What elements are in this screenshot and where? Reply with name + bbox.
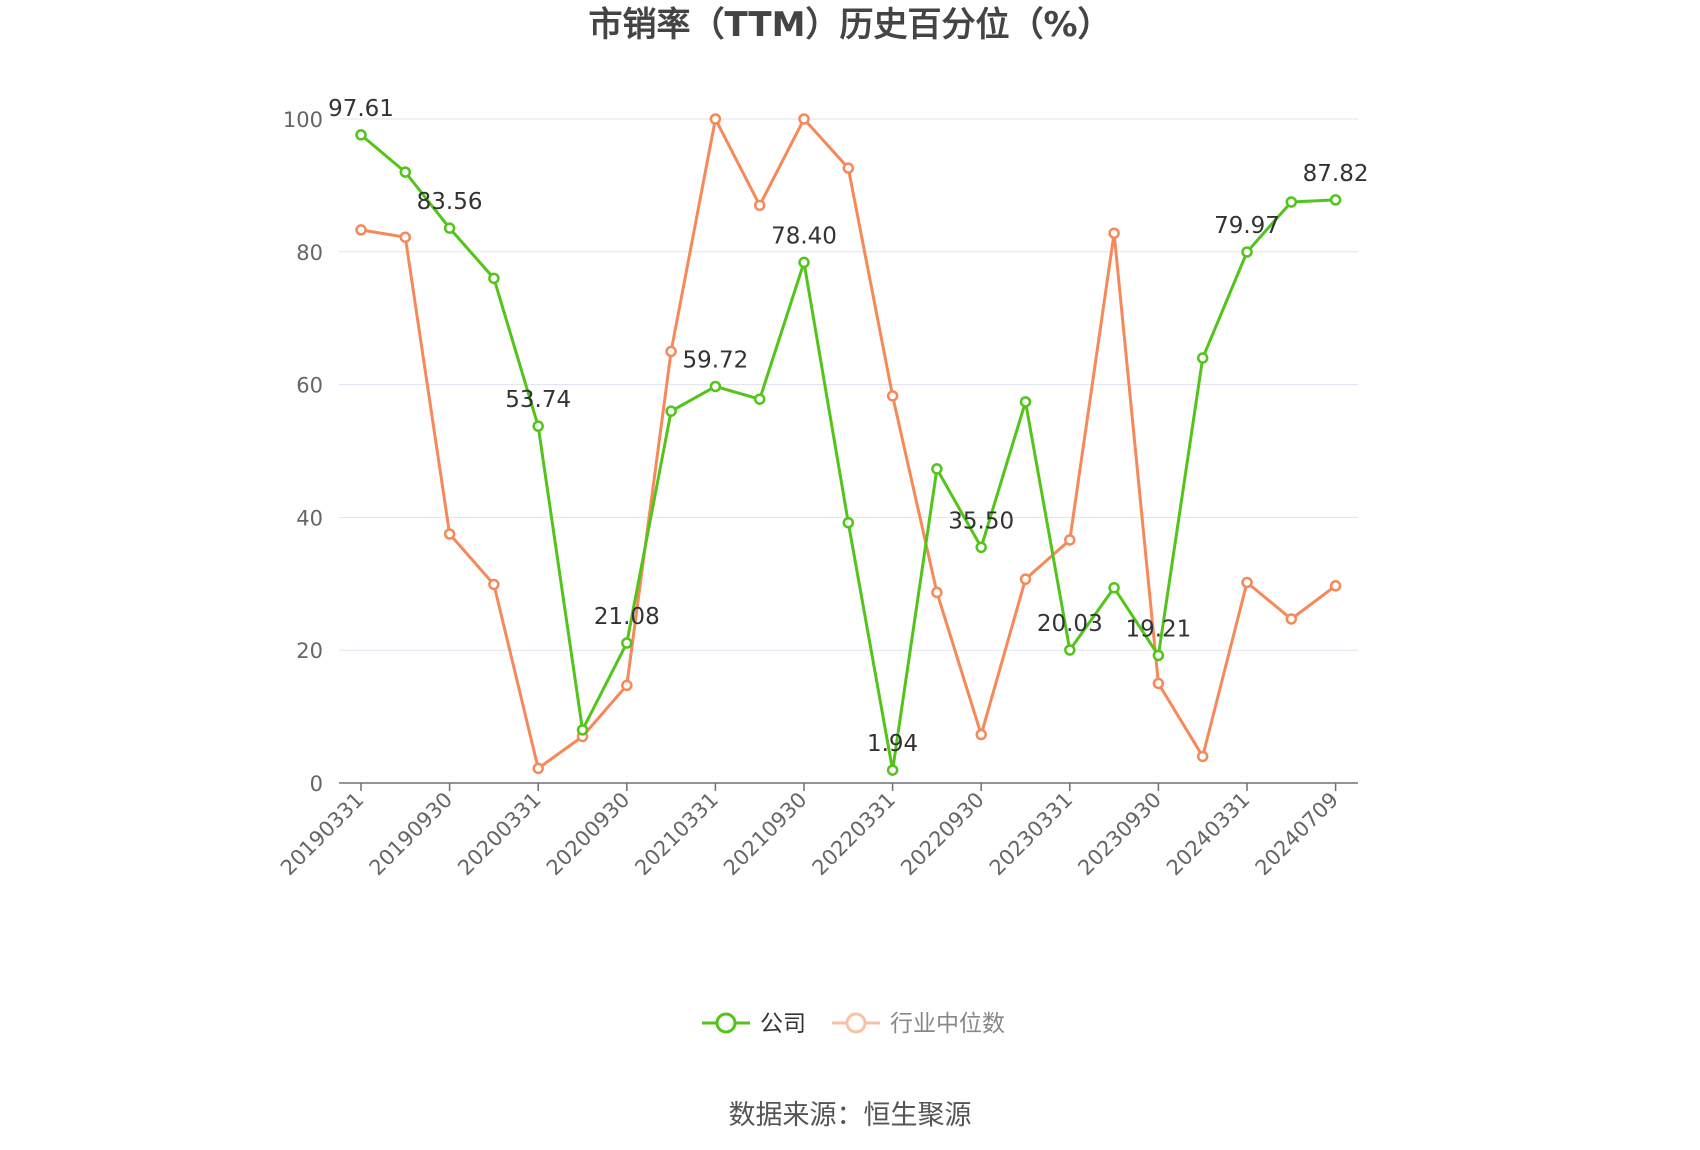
data-point-company: [1329, 194, 1342, 206]
data-label: 79.97: [1214, 213, 1280, 239]
data-point-company: [753, 393, 766, 405]
data-point-company: [709, 380, 722, 393]
data-point-company: [1241, 246, 1253, 258]
data-label: 97.61: [328, 96, 394, 122]
data-point-industry: [1241, 576, 1253, 589]
y-tick-label: 60: [296, 374, 323, 398]
data-point-company: [532, 420, 544, 432]
data-label: 20.03: [1037, 611, 1103, 637]
data-label: 83.56: [417, 189, 483, 215]
grid: [339, 118, 1358, 651]
x-tick-label: 20210930: [719, 788, 812, 881]
data-labels: 97.61 83.56 53.74 21.08 59.72 78.40 1.94 35.50 2…: [328, 96, 1368, 757]
x-tick-label: 20230331: [985, 788, 1078, 881]
data-point-industry: [842, 162, 855, 174]
legend-marker: [715, 1012, 737, 1034]
data-point-company: [1019, 396, 1032, 408]
data-point-industry: [709, 113, 722, 125]
y-tick-label: 80: [296, 241, 323, 265]
series-line-company: [359, 133, 1338, 772]
series: [355, 113, 1342, 776]
x-tick-label: 20240331: [1162, 788, 1255, 881]
data-label: 53.74: [505, 387, 571, 413]
x-tick-label: 20220930: [896, 788, 989, 881]
data-point-company: [621, 637, 633, 649]
data-label: 1.94: [867, 731, 918, 757]
data-point-company: [931, 463, 943, 475]
data-point-industry: [665, 345, 677, 358]
y-tick-label: 0: [310, 772, 323, 796]
data-point-industry: [1196, 750, 1209, 763]
data-point-industry: [1329, 580, 1342, 592]
x-tick-label: 20210331: [630, 788, 723, 881]
data-point-industry: [1152, 677, 1165, 690]
y-tick-label: 100: [283, 108, 323, 132]
data-point-industry: [1019, 573, 1032, 585]
data-point-company: [975, 541, 987, 554]
data-label: 35.50: [948, 508, 1014, 534]
data-point-company: [1064, 644, 1076, 656]
data-label: 59.72: [682, 347, 748, 373]
data-label: 19.21: [1125, 616, 1191, 642]
data-point-industry: [1285, 613, 1298, 625]
data-point-company: [576, 724, 589, 736]
x-tick-label: 20190331: [276, 788, 369, 881]
data-label: 78.40: [771, 223, 837, 249]
x-tick-label: 20220331: [808, 788, 901, 881]
legend[interactable]: 公司 行业中位数: [702, 1011, 1005, 1037]
data-point-company: [665, 405, 677, 417]
data-point-company: [1196, 352, 1209, 364]
y-tick-label: 20: [296, 639, 323, 663]
data-point-company: [1108, 582, 1120, 594]
data-point-company: [798, 256, 810, 269]
data-point-company: [399, 166, 412, 178]
data-point-industry: [443, 528, 456, 540]
data-label: 87.82: [1303, 161, 1369, 187]
legend-marker: [845, 1012, 867, 1034]
y-tick-label: 40: [296, 506, 323, 530]
data-point-company: [355, 129, 367, 141]
x-tick-label: 20200930: [542, 788, 635, 881]
data-point-company: [443, 222, 456, 234]
data-point-industry: [399, 231, 412, 243]
data-point-industry: [975, 728, 987, 741]
legend-label: 行业中位数: [890, 1011, 1005, 1037]
data-label: 21.08: [594, 604, 660, 630]
legend-item-company[interactable]: 公司: [702, 1011, 806, 1037]
data-point-industry: [1064, 534, 1076, 546]
data-point-industry: [532, 762, 544, 775]
data-point-industry: [931, 586, 943, 599]
chart-title: 市销率（TTM）历史百分位（%）: [588, 5, 1111, 45]
data-point-company: [1285, 196, 1298, 208]
legend-label: 公司: [760, 1011, 806, 1037]
x-tick-label: 20240709: [1251, 788, 1344, 881]
data-point-industry: [1108, 227, 1120, 239]
x-tick-label: 20190930: [365, 788, 458, 881]
data-point-company: [842, 516, 855, 529]
data-point-industry: [488, 578, 500, 591]
data-point-industry: [798, 113, 810, 125]
source-note: 数据来源：恒生聚源: [729, 1100, 972, 1131]
data-point-company: [1152, 649, 1165, 662]
legend-item-industry[interactable]: 行业中位数: [832, 1011, 1005, 1037]
data-point-company: [488, 272, 500, 285]
x-tick-label: 20200331: [453, 788, 546, 881]
data-point-industry: [886, 390, 899, 402]
data-point-company: [886, 764, 899, 776]
data-point-industry: [621, 679, 633, 692]
x-tick-label: 20230930: [1073, 788, 1166, 881]
data-point-industry: [355, 224, 367, 236]
data-point-industry: [753, 199, 766, 212]
